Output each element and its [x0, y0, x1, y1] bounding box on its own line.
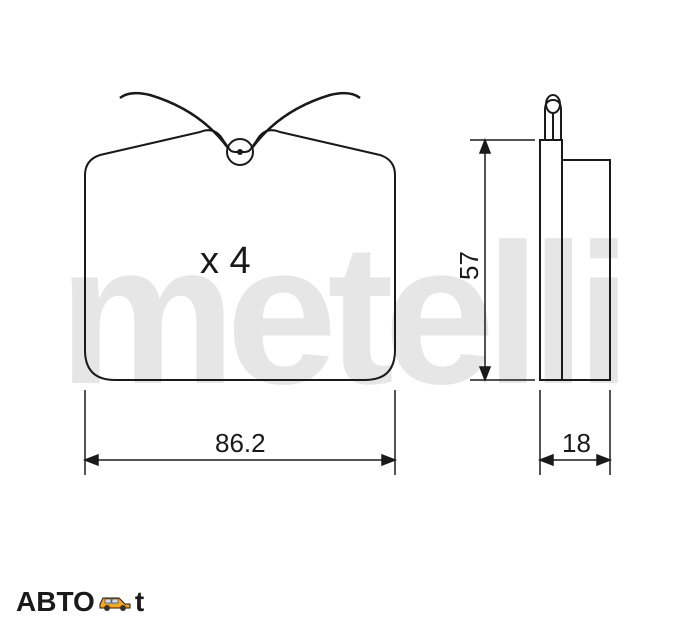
dim-height-label: 57	[454, 251, 485, 280]
logo-prefix: ABTO	[16, 586, 95, 618]
technical-drawing-svg	[0, 0, 680, 630]
clip-wire-left	[120, 93, 228, 148]
side-view	[540, 95, 610, 380]
car-icon	[97, 592, 133, 612]
clip-wire-right	[252, 93, 360, 148]
diagram-canvas: metelli	[0, 0, 680, 630]
side-friction-material	[562, 160, 610, 380]
clip-center-dot	[238, 150, 242, 154]
quantity-label: x 4	[200, 240, 251, 283]
side-backing-plate	[540, 140, 562, 380]
dim-width-label: 86.2	[215, 428, 266, 459]
side-clip-loop	[546, 95, 560, 113]
dim-thickness-label: 18	[562, 428, 591, 459]
logo-suffix: t	[135, 586, 144, 618]
site-logo: ABTO t	[16, 586, 144, 618]
